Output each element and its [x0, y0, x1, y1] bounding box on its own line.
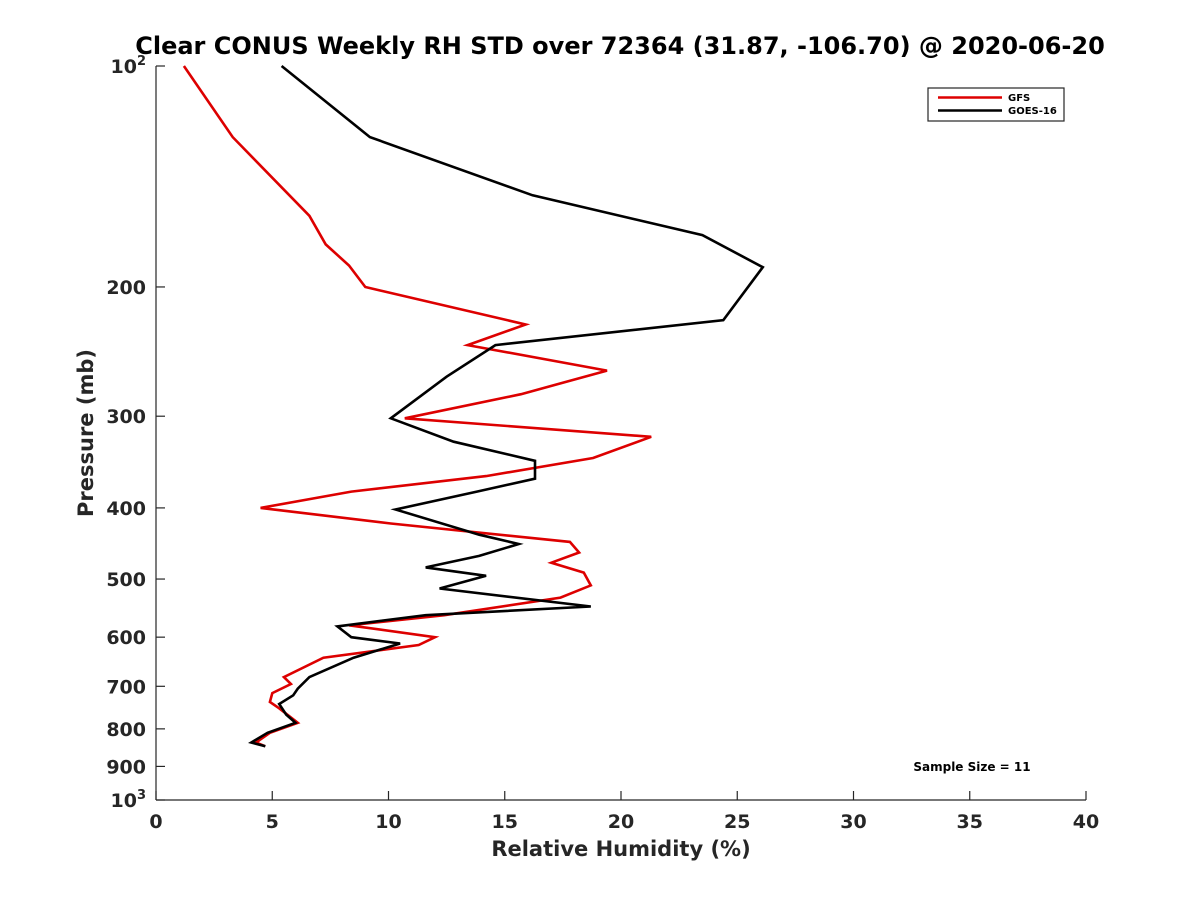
x-tick-label: 0	[149, 811, 162, 833]
legend-label-gfs: GFS	[1008, 93, 1030, 104]
y-axis-label: Pressure (mb)	[74, 349, 98, 517]
y-tick-label: 103	[111, 788, 147, 812]
x-axis-ticks: 0 5 10 15 20 25 30 35 40	[149, 791, 1099, 833]
y-axis-ticks: 102 200 300 400 500 600 700 800 900 103	[106, 54, 165, 812]
series-line-gfs	[182, 65, 652, 748]
y-tick-label: 500	[106, 569, 146, 591]
plot-area: 0 5 10 15 20 25 30 35 40 102 200 300 400 500 600 700 80…	[106, 54, 1099, 833]
chart-title: Clear CONUS Weekly RH STD over 72364 (31…	[135, 32, 1105, 60]
series-lines	[182, 64, 765, 748]
x-tick-label: 10	[375, 811, 401, 833]
x-tick-label: 30	[840, 811, 866, 833]
x-tick-label: 35	[957, 811, 983, 833]
legend: GFS GOES-16	[927, 87, 1065, 122]
x-tick-label: 20	[608, 811, 634, 833]
y-tick-label: 300	[106, 406, 146, 428]
y-tick-label: 700	[106, 676, 146, 698]
y-tick-label: 102	[111, 54, 147, 78]
y-tick-label: 400	[106, 498, 146, 520]
series-line-goes16	[247, 64, 765, 748]
x-axis-label: Relative Humidity (%)	[491, 837, 750, 861]
x-tick-label: 15	[492, 811, 518, 833]
x-tick-label: 5	[266, 811, 279, 833]
legend-box	[927, 87, 1065, 122]
x-tick-label: 25	[724, 811, 750, 833]
legend-label-goes16: GOES-16	[1008, 106, 1057, 117]
y-tick-label: 600	[106, 627, 146, 649]
y-tick-label: 800	[106, 719, 146, 741]
y-tick-label: 200	[106, 277, 146, 299]
y-tick-label: 900	[106, 756, 146, 778]
sample-size-annotation: Sample Size = 11	[913, 760, 1030, 774]
x-tick-label: 40	[1073, 811, 1099, 833]
